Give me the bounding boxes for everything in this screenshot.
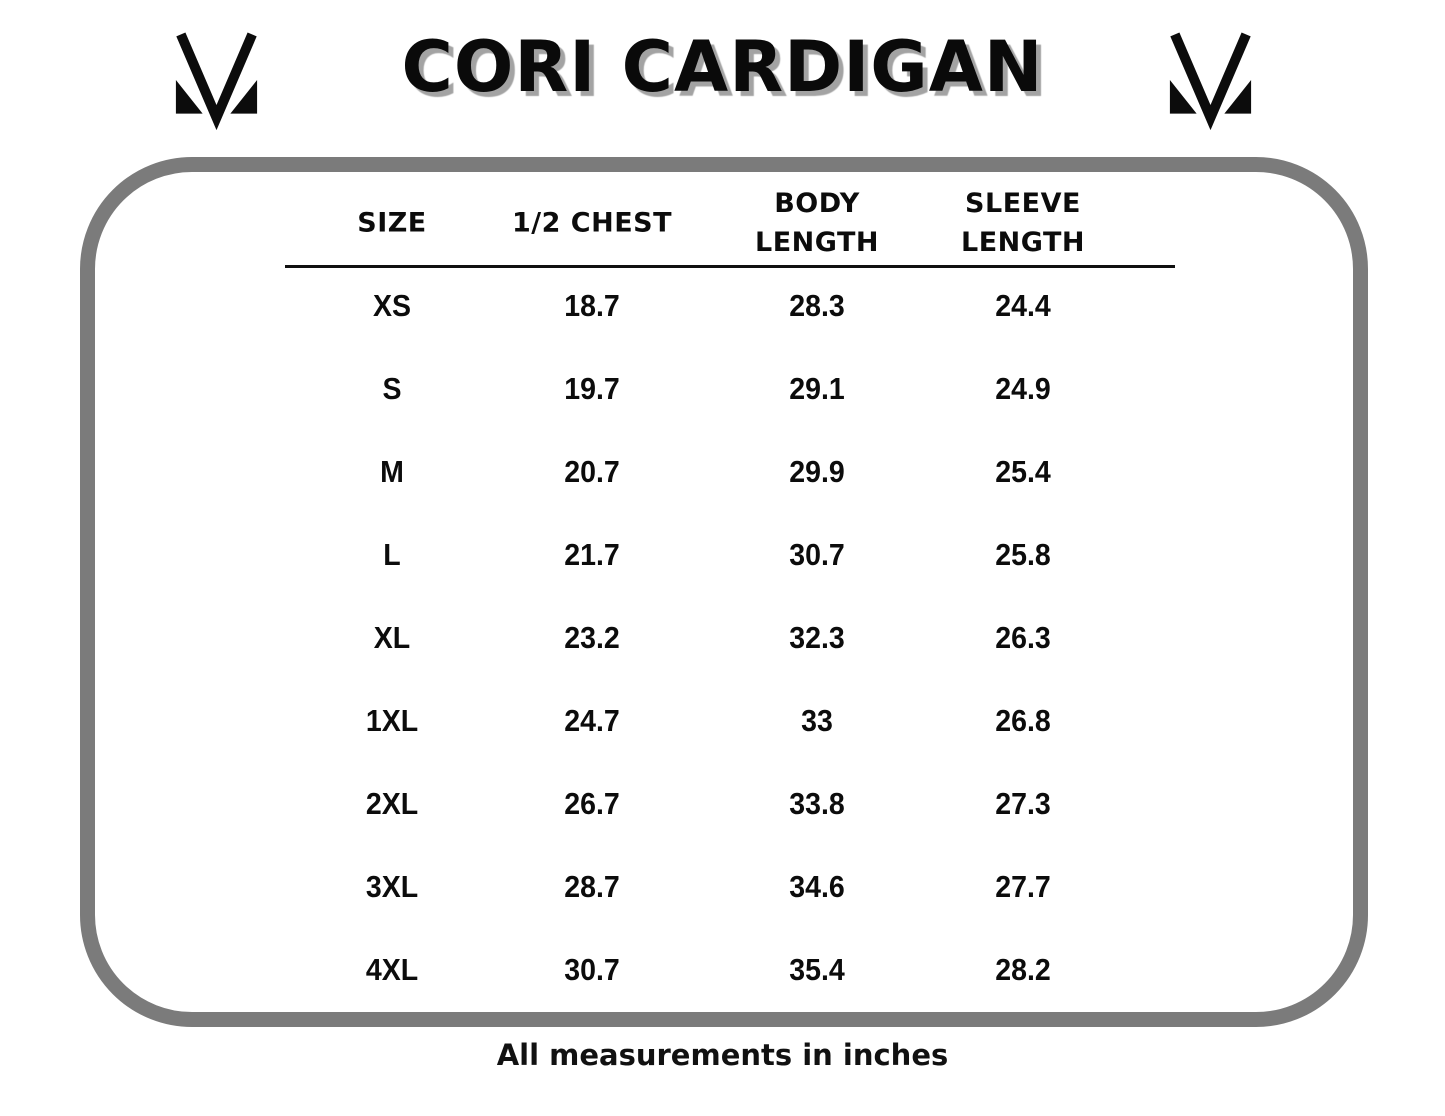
sleeve-length-cell: 26.3 xyxy=(995,619,1051,655)
sleeve-length-cell: 26.8 xyxy=(995,702,1051,738)
half-chest-cell: 24.7 xyxy=(564,702,620,738)
size-cell: 1XL xyxy=(365,702,419,738)
size-table: XS 18.7 28.3 24.4 S 19.7 29.1 24.9 M 20.… xyxy=(285,264,1175,1011)
size-cell: 4XL xyxy=(365,951,419,987)
sleeve-length-cell: 25.4 xyxy=(995,453,1051,489)
column-header-sleeve-length: SLEEVE LENGTH xyxy=(961,187,1085,258)
sleeve-length-cell: 27.3 xyxy=(995,785,1051,821)
body-length-cell: 29.1 xyxy=(789,370,845,406)
half-chest-cell: 20.7 xyxy=(564,453,620,489)
measurements-note: All measurements in inches xyxy=(496,1038,949,1072)
m-logo-icon xyxy=(167,27,266,133)
sleeve-length-cell: 24.9 xyxy=(995,370,1051,406)
sleeve-length-cell: 27.7 xyxy=(995,868,1051,904)
column-header-body-length: BODY LENGTH xyxy=(755,187,879,258)
table-row: XS 18.7 28.3 24.4 xyxy=(285,264,1175,347)
sleeve-length-cell: 24.4 xyxy=(995,287,1051,323)
size-chart-frame xyxy=(80,157,1368,1027)
table-row: L 21.7 30.7 25.8 xyxy=(285,513,1175,596)
page-title: CORI CARDIGAN xyxy=(401,26,1044,108)
sleeve-length-cell: 25.8 xyxy=(995,536,1051,572)
column-header-half-chest: 1/2 CHEST xyxy=(511,207,673,239)
size-cell: L xyxy=(383,536,401,572)
header-divider-line xyxy=(285,265,1175,268)
half-chest-cell: 19.7 xyxy=(564,370,620,406)
body-length-cell: 29.9 xyxy=(789,453,845,489)
size-cell: 3XL xyxy=(365,868,419,904)
body-length-cell: 34.6 xyxy=(789,868,845,904)
table-row: S 19.7 29.1 24.9 xyxy=(285,347,1175,430)
table-row: 3XL 28.7 34.6 27.7 xyxy=(285,845,1175,928)
half-chest-cell: 28.7 xyxy=(564,868,620,904)
size-cell: S xyxy=(382,370,402,406)
m-logo-icon xyxy=(1161,27,1260,133)
size-cell: M xyxy=(380,453,404,489)
table-row: 2XL 26.7 33.8 27.3 xyxy=(285,762,1175,845)
table-row: 4XL 30.7 35.4 28.2 xyxy=(285,928,1175,1011)
body-length-cell: 28.3 xyxy=(789,287,845,323)
half-chest-cell: 18.7 xyxy=(564,287,620,323)
column-header-size: SIZE xyxy=(357,207,427,239)
half-chest-cell: 23.2 xyxy=(564,619,620,655)
table-row: 1XL 24.7 33 26.8 xyxy=(285,679,1175,762)
size-cell: XS xyxy=(372,287,412,323)
body-length-cell: 33 xyxy=(801,702,833,738)
half-chest-cell: 26.7 xyxy=(564,785,620,821)
size-cell: 2XL xyxy=(365,785,419,821)
table-header-row: SIZE 1/2 CHEST BODY LENGTH SLEEVE LENGTH xyxy=(285,183,1175,263)
body-length-cell: 35.4 xyxy=(789,951,845,987)
body-length-cell: 32.3 xyxy=(789,619,845,655)
half-chest-cell: 30.7 xyxy=(564,951,620,987)
sleeve-length-cell: 28.2 xyxy=(995,951,1051,987)
body-length-cell: 33.8 xyxy=(789,785,845,821)
size-cell: XL xyxy=(373,619,411,655)
half-chest-cell: 21.7 xyxy=(564,536,620,572)
table-row: XL 23.2 32.3 26.3 xyxy=(285,596,1175,679)
table-row: M 20.7 29.9 25.4 xyxy=(285,430,1175,513)
body-length-cell: 30.7 xyxy=(789,536,845,572)
